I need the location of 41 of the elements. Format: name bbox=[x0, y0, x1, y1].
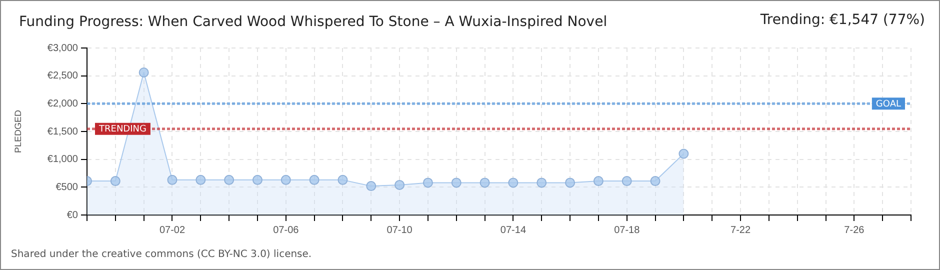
y-tick-label: €0 bbox=[66, 210, 78, 221]
y-tick-label: €1,000 bbox=[47, 154, 78, 166]
text: Trending: €1,547 (77%) bbox=[760, 12, 925, 28]
point bbox=[622, 176, 632, 186]
point bbox=[480, 178, 490, 188]
point bbox=[138, 67, 149, 78]
y-tick-label: €500 bbox=[56, 182, 78, 193]
point bbox=[309, 174, 320, 185]
y-tick-label: €1,500 bbox=[47, 126, 78, 138]
x-tick-label: 07-18 bbox=[614, 224, 640, 236]
y-tick-label: €3,000 bbox=[47, 42, 78, 54]
point bbox=[565, 178, 576, 188]
point bbox=[650, 176, 660, 186]
point bbox=[508, 178, 518, 188]
y-tick-label: €2,500 bbox=[47, 70, 78, 82]
point bbox=[394, 180, 405, 190]
point bbox=[366, 181, 376, 192]
x-tick-label: 7-22 bbox=[730, 224, 751, 236]
y-tick-label: €2,000 bbox=[47, 98, 78, 110]
point bbox=[167, 174, 178, 185]
x-tick-label: 7-26 bbox=[844, 224, 865, 236]
ref-line-label: GOAL bbox=[876, 100, 902, 110]
x-tick-label: 07-06 bbox=[273, 224, 300, 236]
point bbox=[280, 174, 291, 185]
point bbox=[422, 178, 433, 188]
point bbox=[536, 178, 547, 188]
point bbox=[110, 176, 120, 186]
y-axis-title: PLEDGED bbox=[12, 109, 23, 154]
point bbox=[196, 174, 206, 185]
point bbox=[593, 176, 604, 186]
point bbox=[252, 174, 262, 185]
ref-line-label: TRENDING bbox=[98, 124, 146, 135]
x-tick-label: 07-10 bbox=[386, 224, 413, 236]
x-tick-label: 07-02 bbox=[159, 224, 186, 236]
point bbox=[224, 174, 234, 185]
point bbox=[451, 178, 462, 188]
point bbox=[338, 174, 348, 185]
chart-title: Funding Progress: When Carved Wood Whispered To Stone – A Wuxia-Inspired Novel bbox=[19, 14, 608, 30]
point bbox=[678, 148, 689, 159]
x-tick-label: 07-14 bbox=[500, 224, 526, 236]
text: Shared under the creative commons (CC BY-NC 3.0) license. bbox=[11, 249, 312, 260]
